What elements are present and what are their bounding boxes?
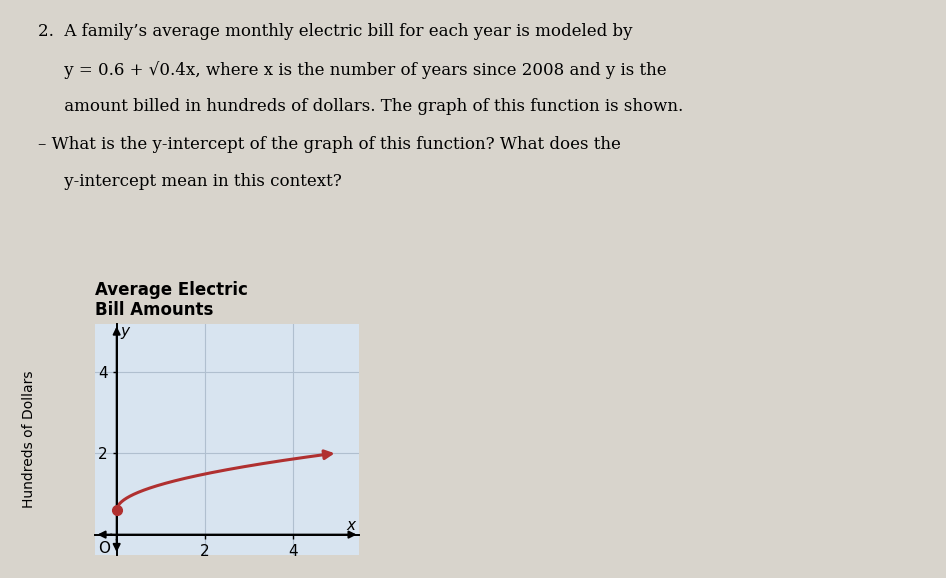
Text: y: y xyxy=(120,324,129,339)
Y-axis label: Hundreds of Dollars: Hundreds of Dollars xyxy=(23,370,36,508)
Text: y-intercept mean in this context?: y-intercept mean in this context? xyxy=(38,173,342,190)
Text: – What is the y-intercept of the graph of this function? What does the: – What is the y-intercept of the graph o… xyxy=(38,136,621,153)
Text: y = 0.6 + √0.4x, where x is the number of years since 2008 and y is the: y = 0.6 + √0.4x, where x is the number o… xyxy=(38,61,667,79)
Text: 2.  A family’s average monthly electric bill for each year is modeled by: 2. A family’s average monthly electric b… xyxy=(38,23,632,40)
Text: Average Electric
Bill Amounts: Average Electric Bill Amounts xyxy=(95,280,248,320)
Text: amount billed in hundreds of dollars. The graph of this function is shown.: amount billed in hundreds of dollars. Th… xyxy=(38,98,683,115)
Text: O: O xyxy=(98,541,111,556)
Text: x: x xyxy=(346,518,355,533)
